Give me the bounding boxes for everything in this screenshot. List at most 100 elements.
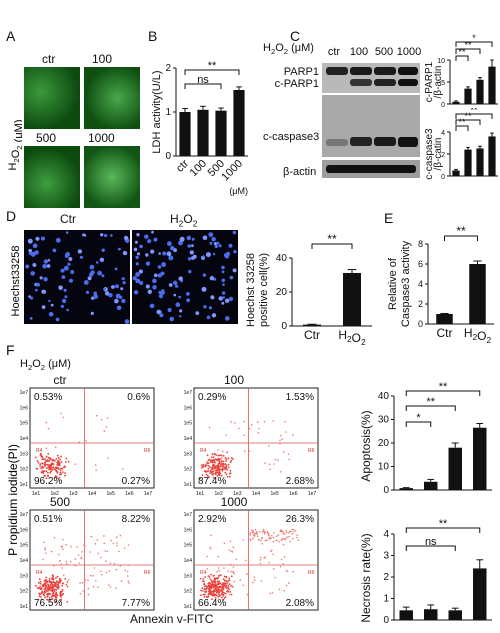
event-dot [46,463,48,466]
y-tick-label: 0 [418,319,423,329]
flow-ytick: 1e2 [184,589,193,595]
event-dot [226,589,229,592]
event-dot [211,470,214,473]
event-dot [66,581,69,583]
event-dot [227,570,229,572]
event-dot [257,421,259,423]
nucleus-dot [168,283,173,287]
event-dot [223,466,226,468]
event-dot [74,463,77,465]
event-dot [221,456,223,459]
event-dot [57,477,59,480]
event-dot [277,459,279,461]
nucleus-dot [149,303,155,309]
nucleus-dot [212,252,216,256]
nucleus-dot [175,302,181,307]
y-axis-label: /β-actin [433,66,444,99]
nucleus-dot [152,285,157,290]
nucleus-dot [145,253,149,257]
event-dot [67,460,70,463]
event-dot [209,461,212,464]
nucleus-dot [186,235,191,241]
event-dot [74,558,76,560]
event-dot [60,455,62,458]
event-dot [207,584,210,587]
blot-caspase [322,95,420,157]
nucleus-dot [30,271,35,276]
nucleus-dot [46,264,51,268]
event-dot [35,584,37,587]
event-dot [96,414,98,417]
event-dot [64,472,66,474]
event-dot [243,450,246,452]
event-dot [233,572,235,575]
quadrant-lr: 2.68% [286,476,314,487]
event-dot [223,582,225,584]
event-dot [67,579,70,581]
event-dot [230,459,233,462]
y-tick-label: 20 [378,438,390,449]
event-dot [56,575,59,578]
event-dot [288,458,290,461]
event-dot [107,457,109,459]
event-dot [259,562,262,565]
event-dot [280,434,282,437]
event-dot [207,467,210,470]
event-dot [74,565,77,567]
event-dot [279,566,282,568]
flow-plot-ctr: ctr 0.53% 0.6% 96.2% 0.27% R4 R6 1e7 1e6 1e5 1e4 1e… [20,373,155,497]
event-dot [255,531,258,533]
event-dot [204,464,207,467]
flow-ytick: 1e7 [20,390,28,396]
event-dot [261,542,263,545]
event-dot [263,533,266,535]
event-dot [39,463,42,466]
nucleus-dot [93,294,98,299]
event-dot [256,535,259,537]
event-dot [260,538,263,540]
nucleus-dot [116,305,122,311]
panel-b-letter: B [148,28,158,44]
event-dot [230,550,233,553]
flow-cytometry-grid: ctr 0.53% 0.6% 96.2% 0.27% R4 R6 1e7 1e6 1e5 1e4 1e… [20,373,319,611]
bar [399,610,413,620]
event-dot [204,584,207,587]
event-dot [59,473,61,476]
y-tick-label: 2 [441,152,445,159]
event-dot [202,578,205,580]
nucleus-dot [145,261,151,266]
y-tick-label: 10 [378,462,390,473]
event-dot [48,465,51,468]
event-dot [78,441,80,443]
nucleus-dot [225,251,231,257]
event-dot [50,470,52,473]
event-dot [283,533,286,535]
event-dot [204,588,207,591]
event-dot [209,472,212,474]
bar [464,149,472,176]
flow-ytick: 1e5 [20,543,28,549]
event-dot [53,594,56,597]
hoechst-side-label: Hoechst33258 [6,238,24,324]
nucleus-dot [68,257,73,261]
event-dot [215,454,218,456]
event-dot [39,585,41,588]
event-dot [48,579,51,582]
flow-ytick: 1e1 [20,604,28,610]
svg-text:Hoechst33258: Hoechst33258 [10,246,22,317]
event-dot [222,578,225,580]
flow-ytick: 1e3 [184,451,193,457]
event-dot [105,560,107,562]
event-dot [60,563,63,566]
nucleus-dot [189,250,194,255]
chart-necrosis: 0 1 2 3 4 ns** Necrosis rate(%) [359,518,492,626]
nucleus-dot [101,248,105,252]
bar [452,170,460,176]
event-dot [223,567,225,569]
significance-label: ** [439,382,448,393]
blot-label-parp1: PARP1 [283,66,319,78]
nucleus-dot [90,311,94,315]
event-dot [208,587,211,590]
event-dot [229,472,231,475]
event-dot [230,593,233,596]
